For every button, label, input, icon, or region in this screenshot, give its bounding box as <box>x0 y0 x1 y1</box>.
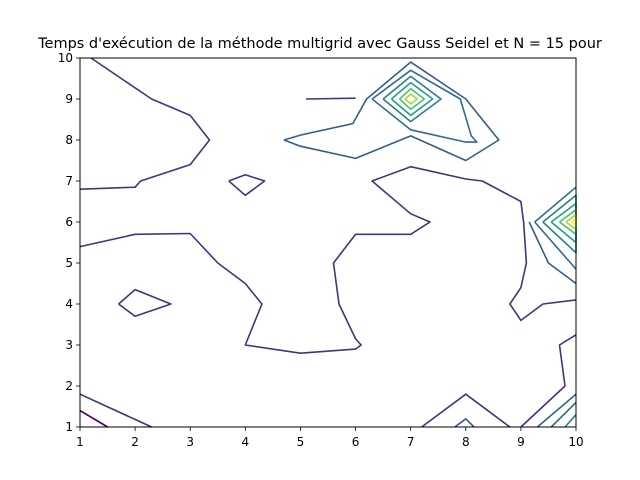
contour-line-13 <box>371 69 478 143</box>
chart-title: Temps d'exécution de la méthode multigri… <box>37 36 602 52</box>
contour-line-9 <box>454 417 475 428</box>
contour-line-19 <box>564 414 577 428</box>
y-tick-label: 5 <box>65 256 73 270</box>
contour-lines <box>79 57 577 428</box>
contour-line-17 <box>382 75 442 123</box>
y-axis: 1 2 3 4 5 6 7 8 9 10 <box>58 51 80 434</box>
y-tick-label: 8 <box>65 133 73 147</box>
x-tick-label: 10 <box>568 435 583 449</box>
contour-line-14 <box>534 186 577 223</box>
contour-line-1 <box>79 393 152 428</box>
x-tick-label: 1 <box>76 435 84 449</box>
x-tick-label: 5 <box>297 435 305 449</box>
y-tick-label: 7 <box>65 174 73 188</box>
contour-line-15 <box>534 221 577 270</box>
x-tick-label: 2 <box>131 435 139 449</box>
y-tick-label: 9 <box>65 92 73 106</box>
contour-line-7 <box>421 393 511 428</box>
x-tick-label: 3 <box>186 435 194 449</box>
contour-line-8 <box>520 334 577 428</box>
contour-line-6 <box>305 97 356 100</box>
contour-line-0 <box>79 409 109 428</box>
y-tick-label: 3 <box>65 338 73 352</box>
contour-line-26 <box>571 217 577 227</box>
contour-line-16 <box>550 401 577 428</box>
y-tick-label: 4 <box>65 297 73 311</box>
contour-line-4 <box>118 288 172 318</box>
contour-line-12 <box>536 393 577 428</box>
contour-line-11 <box>528 221 577 285</box>
y-tick-label: 10 <box>58 51 73 65</box>
contour-line-10 <box>283 61 500 162</box>
plot-frame <box>79 57 577 428</box>
x-tick-label: 9 <box>517 435 525 449</box>
contour-line-20 <box>390 81 434 117</box>
x-axis: 1 2 3 4 5 6 7 8 9 10 <box>76 427 584 449</box>
x-tick-label: 8 <box>462 435 470 449</box>
y-tick-label: 2 <box>65 379 73 393</box>
x-tick-label: 6 <box>352 435 360 449</box>
x-tick-label: 7 <box>407 435 415 449</box>
contour-line-2 <box>79 57 211 190</box>
contour-line-18 <box>542 194 577 254</box>
y-tick-label: 1 <box>65 420 73 434</box>
x-tick-label: 4 <box>242 435 250 449</box>
contour-line-24 <box>404 93 419 105</box>
contour-line-22 <box>399 88 426 111</box>
y-tick-label: 6 <box>65 215 73 229</box>
contour-line-3 <box>79 165 577 355</box>
contour-line-5 <box>228 174 266 197</box>
